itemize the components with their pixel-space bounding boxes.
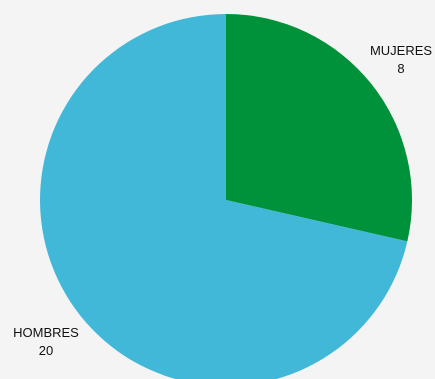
label-hombres: HOMBRES 20 [13,325,79,358]
slice-hombres [40,14,408,379]
label-mujeres: MUJERES 8 [370,43,432,76]
slice-value-hombres: 20 [39,343,53,358]
slice-mujeres [226,14,413,242]
slice-label-mujeres: MUJERES [370,43,432,58]
pie-slices [40,14,413,379]
slice-label-hombres: HOMBRES [13,325,79,340]
slice-value-mujeres: 8 [397,61,404,76]
